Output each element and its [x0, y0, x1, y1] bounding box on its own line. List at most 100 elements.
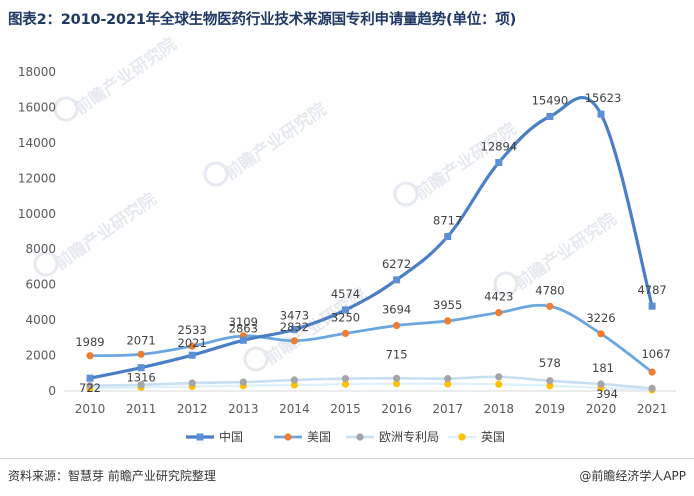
data-point — [188, 342, 196, 350]
chart-markers — [86, 110, 656, 394]
watermark-text: 前瞻产业研究院 — [511, 209, 621, 294]
y-tick-label: 10000 — [18, 207, 56, 221]
data-point — [495, 373, 503, 381]
data-point — [86, 382, 94, 390]
data-point — [86, 352, 94, 360]
y-tick-label: 0 — [48, 384, 56, 398]
data-label: 394 — [596, 387, 618, 401]
watermark-text: 前瞻产业研究院 — [51, 189, 161, 274]
data-label: 12894 — [481, 139, 518, 153]
data-point — [546, 382, 554, 390]
data-point — [444, 233, 452, 241]
chart-data-labels: 722 1316 2021 2863 3473 4574 6272 8717 12894 1549… — [75, 91, 670, 401]
series-line — [88, 382, 654, 391]
data-label: 2533 — [178, 323, 207, 337]
data-point — [290, 376, 298, 384]
data-point — [393, 379, 401, 388]
data-point — [86, 374, 94, 382]
x-tick-label: 2012 — [177, 402, 208, 416]
data-point — [290, 381, 298, 389]
data-label: 1067 — [641, 347, 670, 361]
legend-label: 美国 — [307, 430, 331, 444]
x-tick-label: 2015 — [330, 402, 361, 416]
data-label: 2021 — [178, 336, 207, 350]
data-point — [495, 158, 503, 166]
data-label: 2863 — [229, 321, 258, 335]
data-label: 3226 — [586, 311, 615, 325]
data-label: 4780 — [535, 283, 564, 297]
data-point — [290, 337, 298, 345]
watermark-text: 前瞻产业研究院 — [71, 34, 181, 119]
data-label: 1989 — [75, 335, 104, 349]
data-label: 3109 — [229, 315, 258, 329]
data-label: 3473 — [280, 308, 309, 322]
series-line — [88, 375, 654, 390]
watermark: 前瞻产业研究院 — [203, 99, 331, 187]
watermark: 前瞻产业研究院 — [493, 209, 621, 297]
data-label: 181 — [592, 361, 614, 375]
legend-item: 欧洲专利局 — [346, 429, 439, 444]
y-tick-label: 12000 — [18, 171, 56, 185]
data-point — [495, 309, 503, 317]
data-label: 4423 — [484, 290, 513, 304]
y-tick-label: 16000 — [18, 100, 56, 114]
data-point — [393, 276, 401, 284]
data-point — [495, 380, 503, 388]
legend-item: 美国 — [274, 430, 331, 444]
data-point — [546, 112, 554, 120]
data-point — [444, 374, 452, 383]
data-point — [290, 325, 298, 333]
x-tick-label: 2014 — [279, 402, 310, 416]
data-point — [188, 379, 196, 387]
data-point — [597, 110, 605, 118]
watermark-text: 前瞻产业研究院 — [221, 99, 331, 184]
x-tick-label: 2018 — [484, 402, 515, 416]
y-tick-label: 2000 — [25, 349, 56, 363]
watermark-text: 前瞻产业研究院 — [411, 119, 521, 204]
y-tick-label: 18000 — [18, 65, 56, 79]
legend-marker — [458, 433, 466, 441]
x-tick-label: 2010 — [75, 402, 106, 416]
data-label: 578 — [539, 356, 561, 370]
data-label: 3250 — [331, 310, 360, 324]
y-tick-label: 4000 — [25, 313, 56, 327]
data-label: 3955 — [433, 298, 462, 312]
data-point — [444, 317, 452, 325]
data-label: 715 — [386, 347, 408, 361]
y-tick-label: 8000 — [25, 242, 56, 256]
x-tick-label: 2020 — [586, 402, 617, 416]
watermark: 前瞻产业研究院 — [33, 189, 161, 277]
data-point — [648, 384, 656, 392]
data-label: 6272 — [382, 257, 411, 271]
legend-label: 欧洲专利局 — [379, 429, 439, 444]
footer-divider — [0, 458, 694, 459]
data-point — [393, 321, 401, 330]
data-point — [597, 330, 605, 338]
line-chart: 前瞻产业研究院前瞻产业研究院前瞻产业研究院前瞻产业研究院前瞻产业研究院前瞻产业研… — [18, 34, 676, 444]
data-label: 4574 — [331, 287, 360, 301]
legend-label: 中国 — [219, 429, 243, 444]
legend-label: 英国 — [481, 430, 505, 444]
data-point — [648, 368, 656, 376]
data-point — [648, 302, 656, 310]
data-point — [393, 374, 401, 382]
x-tick-label: 2017 — [432, 402, 463, 416]
y-tick-label: 6000 — [25, 278, 56, 292]
watermark: 前瞻产业研究院 — [53, 34, 181, 122]
data-point — [341, 329, 350, 338]
x-tick-label: 2016 — [381, 402, 412, 416]
chart-title: 图表2：2010-2021年全球生物医药行业技术来源国专利申请量趋势(单位：项) — [8, 12, 517, 28]
x-tick-label: 2019 — [535, 402, 566, 416]
source-note: 资料来源：智慧芽 前瞻产业研究院整理 — [8, 469, 216, 483]
data-label: 2832 — [280, 320, 309, 334]
legend-marker — [356, 433, 364, 441]
data-label: 15490 — [532, 93, 569, 107]
x-tick-label: 2021 — [637, 402, 668, 416]
data-point — [444, 380, 452, 388]
data-point — [239, 378, 247, 386]
data-point — [188, 351, 196, 359]
data-point — [341, 374, 350, 383]
data-label: 722 — [79, 381, 101, 395]
data-point — [137, 350, 145, 358]
series-line — [88, 303, 654, 374]
